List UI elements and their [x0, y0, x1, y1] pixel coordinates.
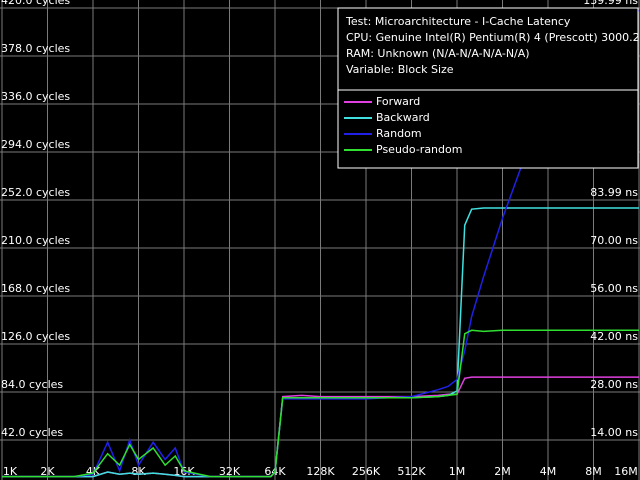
x-tick-label: 8M: [585, 465, 602, 478]
y2-tick-label: 42.00 ns: [590, 330, 638, 343]
x-tick-label: 1K: [3, 465, 18, 478]
y2-tick-label: 14.00 ns: [590, 426, 638, 439]
y-tick-label: 210.0 cycles: [1, 234, 70, 247]
x-tick-label: 1M: [449, 465, 466, 478]
x-tick-label: 32K: [219, 465, 241, 478]
x-tick-label: 128K: [306, 465, 335, 478]
y2-tick-label: 139.99 ns: [583, 0, 638, 7]
y-tick-label: 42.0 cycles: [1, 426, 63, 439]
info-text: Variable: Block Size: [346, 63, 454, 76]
y-tick-label: 294.0 cycles: [1, 138, 70, 151]
y2-tick-label: 83.99 ns: [590, 186, 638, 199]
y-tick-label: 252.0 cycles: [1, 186, 70, 199]
series-line: [2, 329, 639, 478]
y-tick-label: 84.0 cycles: [1, 378, 63, 391]
legend-box: [337, 7, 639, 169]
y2-tick-label: 56.00 ns: [590, 282, 638, 295]
y-tick-label: 168.0 cycles: [1, 282, 70, 295]
x-tick-label: 256K: [352, 465, 381, 478]
y-tick-label: 420.0 cycles: [1, 0, 70, 7]
x-tick-label: 2M: [494, 465, 511, 478]
legend-label: Forward: [376, 95, 420, 108]
y-tick-label: 378.0 cycles: [1, 42, 70, 55]
legend-label: Random: [376, 127, 422, 140]
x-tick-label: 16M: [614, 465, 638, 478]
x-tick-label: 512K: [397, 465, 426, 478]
info-text: Test: Microarchitecture - I-Cache Latenc…: [345, 15, 571, 28]
info-text: RAM: Unknown (N/A-N/A-N/A-N/A): [346, 47, 530, 60]
y2-tick-label: 28.00 ns: [590, 378, 638, 391]
y-tick-label: 126.0 cycles: [1, 330, 70, 343]
legend-label: Backward: [376, 111, 430, 124]
y2-tick-label: 70.00 ns: [590, 234, 638, 247]
x-tick-label: 8K: [131, 465, 146, 478]
x-tick-label: 4M: [540, 465, 557, 478]
y-tick-label: 336.0 cycles: [1, 90, 70, 103]
info-text: CPU: Genuine Intel(R) Pentium(R) 4 (Pres…: [346, 31, 640, 44]
x-tick-label: 2K: [40, 465, 55, 478]
legend-label: Pseudo-random: [376, 143, 462, 156]
